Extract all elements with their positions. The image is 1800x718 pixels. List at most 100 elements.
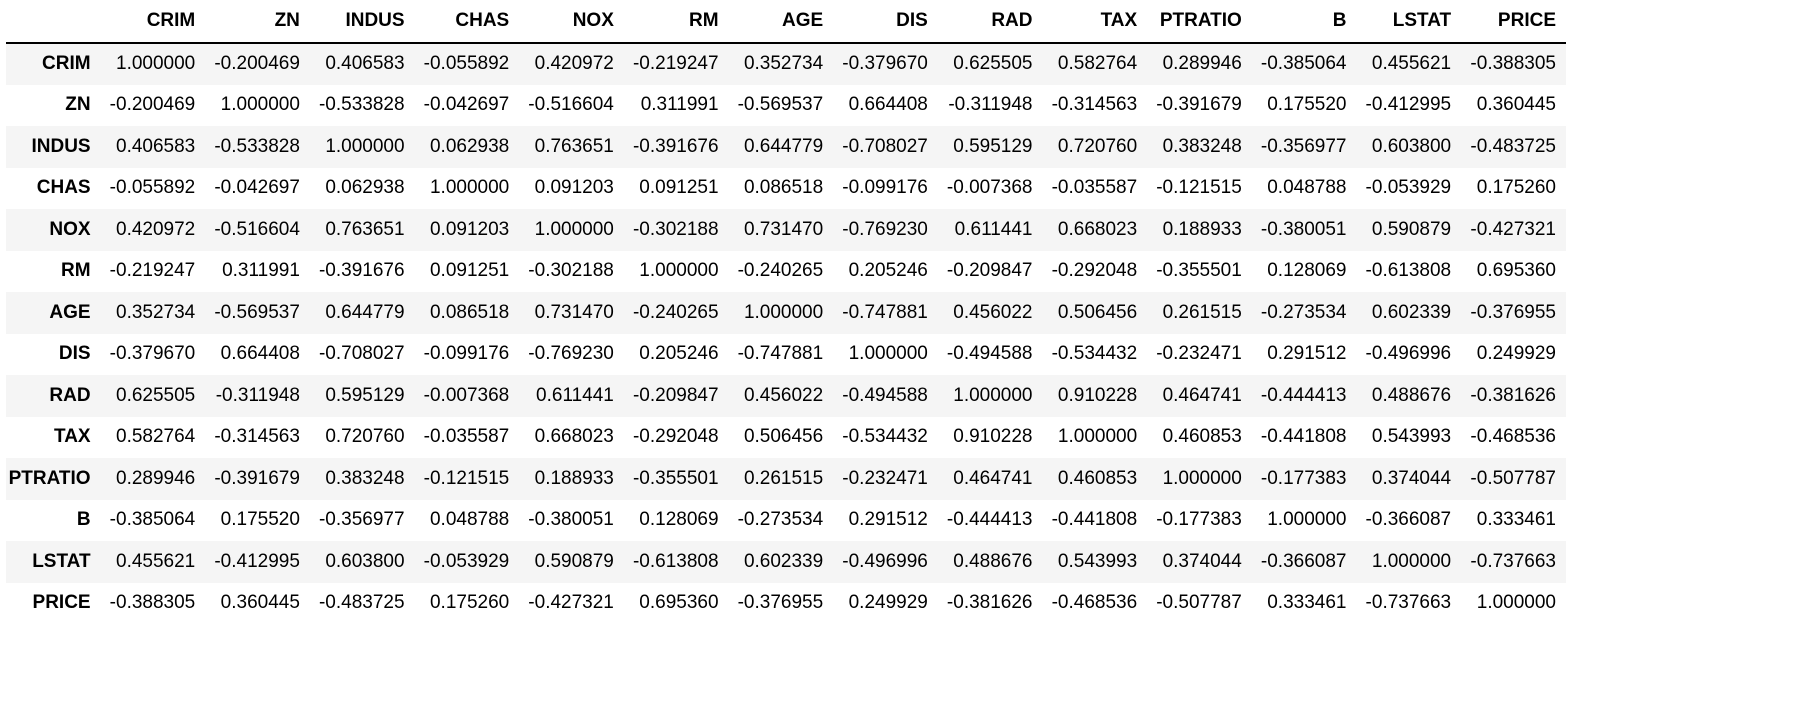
table-cell: -0.381626 [1470, 384, 1556, 406]
table-cell: 1.000000 [429, 177, 510, 199]
table-cell: -0.209847 [632, 384, 719, 406]
row-label: CHAS [36, 177, 91, 199]
table-cell: 0.763651 [325, 218, 405, 240]
row-label: INDUS [31, 135, 91, 157]
table-cell: 0.374044 [1371, 467, 1452, 489]
column-header-dis: DIS [833, 0, 938, 44]
table-cell: -0.613808 [1365, 260, 1452, 282]
table-cell: 0.175260 [1476, 177, 1556, 199]
column-header-rad: RAD [937, 0, 1043, 44]
table-cell: -0.534432 [842, 426, 928, 448]
table-cell: -0.035587 [1051, 177, 1138, 199]
table-cell: 0.175260 [429, 592, 510, 614]
table-cell: 1.000000 [639, 260, 719, 282]
column-header-chas: CHAS [414, 0, 520, 44]
column-header-age: AGE [728, 0, 834, 44]
table-cell: 1.000000 [325, 135, 405, 157]
table-cell: -0.441808 [1051, 509, 1138, 531]
table-cell: 1.000000 [116, 53, 196, 75]
table-cell: -0.427321 [1470, 218, 1556, 240]
table-cell: -0.042697 [214, 177, 300, 199]
table-cell: 0.590879 [1371, 218, 1452, 240]
table-cell: -0.035587 [423, 426, 510, 448]
table-cell: -0.483725 [318, 592, 405, 614]
table-cell: 0.695360 [1476, 260, 1556, 282]
table-cell: 0.333461 [1267, 592, 1347, 614]
table-cell: 0.205246 [639, 343, 719, 365]
table-row: PTRATIO 0.289946 -0.391679 0.383248 -0.12151… [6, 458, 1566, 500]
table-cell: -0.055892 [109, 177, 196, 199]
table-cell: -0.232471 [1156, 343, 1242, 365]
table-cell: -0.569537 [737, 94, 824, 116]
table-cell: -0.219247 [109, 260, 196, 282]
table-cell: 0.668023 [534, 426, 614, 448]
table-cell: 0.360445 [1476, 94, 1556, 116]
table-cell: -0.516604 [528, 94, 614, 116]
table-cell: 0.460853 [1162, 426, 1242, 448]
table-cell: -0.292048 [1051, 260, 1138, 282]
table-cell: 0.352734 [116, 301, 196, 323]
table-cell: -0.533828 [318, 94, 405, 116]
table-cell: 0.910228 [1057, 384, 1138, 406]
table-cell: -0.569537 [214, 301, 300, 323]
table-cell: 0.595129 [953, 135, 1033, 157]
table-cell: 0.603800 [325, 550, 405, 572]
table-cell: -0.379670 [109, 343, 196, 365]
table-header: CRIM ZN INDUS CHAS NOX RM AGE DIS RAD TAX PTRATIO B… [6, 0, 1566, 44]
table-cell: -0.380051 [1260, 218, 1347, 240]
table-cell: 0.455621 [116, 550, 196, 572]
table-cell: -0.533828 [214, 135, 300, 157]
table-cell: -0.177383 [1156, 509, 1242, 531]
table-cell: 0.291512 [1267, 343, 1347, 365]
table-cell: 0.625505 [116, 384, 196, 406]
table-cell: -0.121515 [1156, 177, 1242, 199]
table-cell: -0.314563 [1051, 94, 1138, 116]
table-cell: -0.388305 [1470, 53, 1556, 75]
row-label: PRICE [32, 592, 91, 614]
table-row: PRICE -0.388305 0.360445 -0.483725 0.175260-… [6, 582, 1566, 624]
table-cell: 1.000000 [534, 218, 614, 240]
table-cell: 0.188933 [534, 467, 614, 489]
table-cell: -0.376955 [737, 592, 824, 614]
table-cell: -0.007368 [946, 177, 1033, 199]
table-cell: 0.664408 [848, 94, 928, 116]
table-cell: -0.302188 [528, 260, 614, 282]
table-cell: -0.494588 [946, 343, 1033, 365]
table-cell: -0.121515 [423, 467, 510, 489]
table-cell: 0.668023 [1057, 218, 1138, 240]
table-cell: -0.366087 [1260, 550, 1347, 572]
column-header-indus: INDUS [309, 0, 415, 44]
table-cell: -0.240265 [737, 260, 824, 282]
table-cell: 0.091251 [429, 260, 510, 282]
table-cell: -0.355501 [632, 467, 719, 489]
table-cell: -0.708027 [842, 135, 928, 157]
table-cell: -0.385064 [109, 509, 196, 531]
table-cell: -0.200469 [109, 94, 196, 116]
table-row: CRIM 1.000000 -0.200469 0.406583 -0.055892 0.… [6, 43, 1566, 85]
header-row: CRIM ZN INDUS CHAS NOX RM AGE DIS RAD TAX PTRATIO B… [6, 0, 1566, 44]
table-cell: -0.468536 [1051, 592, 1138, 614]
table-cell: 0.406583 [325, 53, 405, 75]
table-cell: -0.391676 [318, 260, 405, 282]
table-cell: 0.311991 [222, 260, 300, 282]
table-row: RM -0.219247 0.311991 -0.391676 0.091251 -0.3… [6, 250, 1566, 292]
table-cell: -0.055892 [423, 53, 510, 75]
table-cell: -0.737663 [1365, 592, 1452, 614]
table-cell: -0.302188 [632, 218, 719, 240]
table-cell: -0.441808 [1260, 426, 1347, 448]
table-cell: -0.769230 [528, 343, 614, 365]
row-label: RAD [49, 384, 91, 406]
table-cell: 0.731470 [743, 218, 824, 240]
table-cell: 0.731470 [534, 301, 614, 323]
table-cell: -0.219247 [632, 53, 719, 75]
table-cell: 1.000000 [848, 343, 928, 365]
table-cell: -0.355501 [1156, 260, 1242, 282]
table-cell: 0.205246 [848, 260, 928, 282]
column-header-ptratio: PTRATIO [1147, 0, 1252, 44]
table-cell: 0.625505 [953, 53, 1033, 75]
table-cell: 0.720760 [325, 426, 405, 448]
table-cell: 1.000000 [220, 94, 300, 116]
table-cell: 0.602339 [1371, 301, 1452, 323]
table-cell: -0.496996 [842, 550, 928, 572]
table-cell: -0.240265 [632, 301, 719, 323]
